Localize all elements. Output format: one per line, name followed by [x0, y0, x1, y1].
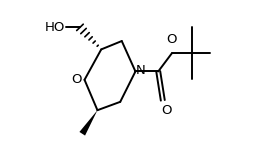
Text: HO: HO — [45, 21, 65, 34]
Polygon shape — [80, 110, 97, 136]
Text: O: O — [161, 104, 172, 117]
Text: N: N — [136, 64, 146, 77]
Text: O: O — [72, 73, 82, 86]
Text: O: O — [166, 33, 176, 46]
